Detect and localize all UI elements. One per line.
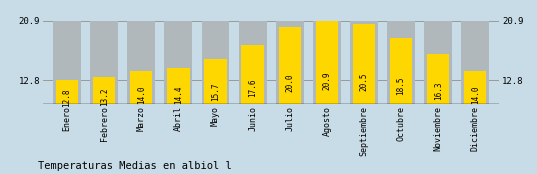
Bar (279, 27, 301, 104)
Text: 17.6: 17.6 (248, 78, 257, 97)
Text: 12.8: 12.8 (63, 88, 71, 107)
Bar (164, 21, 192, 104)
Bar (424, 21, 452, 104)
Bar (239, 21, 266, 104)
Bar (276, 21, 303, 104)
Text: 20.5: 20.5 (359, 73, 368, 91)
Bar (93, 77, 115, 104)
Text: 13.2: 13.2 (100, 88, 108, 106)
Text: 20.0: 20.0 (285, 74, 294, 92)
Bar (313, 21, 341, 104)
Bar (130, 71, 153, 104)
Text: 20.9: 20.9 (322, 72, 331, 90)
Bar (56, 80, 78, 104)
Bar (350, 21, 378, 104)
Bar (390, 38, 412, 104)
Bar (353, 24, 375, 104)
Bar (53, 21, 81, 104)
Bar (127, 21, 155, 104)
Bar (316, 21, 338, 104)
Text: 14.0: 14.0 (471, 86, 480, 104)
Bar (461, 21, 489, 104)
Text: Temperaturas Medias en albiol l: Temperaturas Medias en albiol l (38, 161, 231, 171)
Bar (242, 45, 264, 104)
Text: 14.0: 14.0 (137, 86, 146, 104)
Bar (464, 71, 487, 104)
Text: 18.5: 18.5 (396, 77, 405, 95)
Text: 14.4: 14.4 (174, 85, 183, 104)
Text: 16.3: 16.3 (434, 81, 442, 100)
Bar (201, 21, 229, 104)
Text: 15.7: 15.7 (211, 82, 220, 101)
Bar (168, 68, 190, 104)
Bar (90, 21, 118, 104)
Bar (387, 21, 415, 104)
Bar (205, 59, 227, 104)
Bar (427, 54, 449, 104)
